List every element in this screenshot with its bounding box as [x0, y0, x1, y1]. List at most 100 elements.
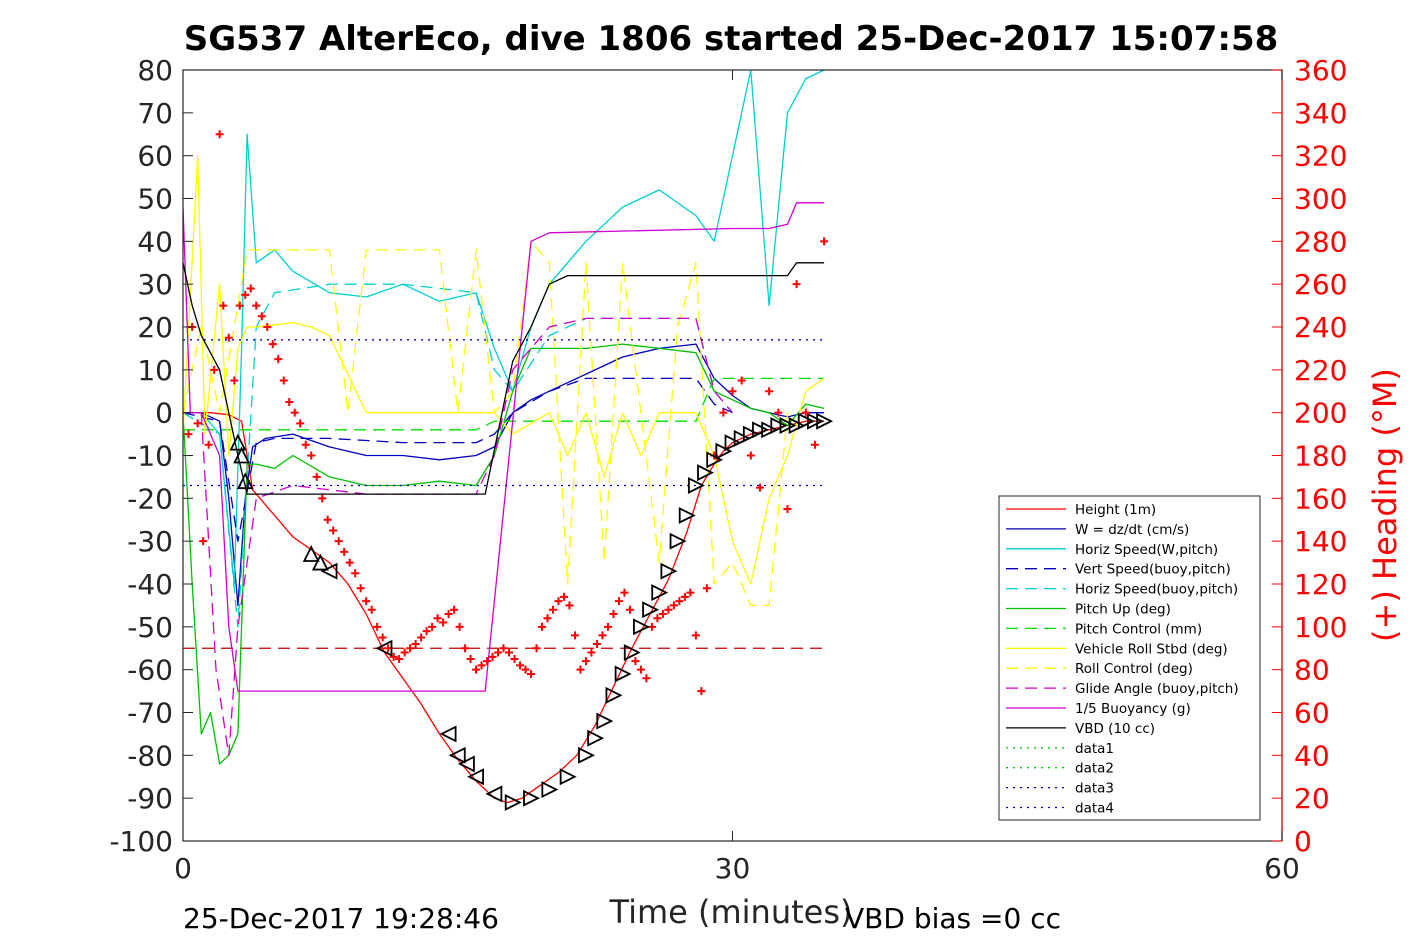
heading-point — [252, 301, 261, 310]
heading-point — [603, 622, 612, 631]
heading-point — [230, 376, 239, 385]
heading-point — [318, 494, 327, 503]
dive-marker — [504, 793, 522, 811]
heading-point — [406, 644, 415, 653]
heading-point — [433, 614, 442, 623]
dive-marker — [614, 665, 632, 683]
heading-point — [439, 618, 448, 627]
heading-point — [450, 605, 459, 614]
legend-label-7: Vehicle Roll Stbd (deg) — [1075, 641, 1228, 657]
heading-point — [395, 654, 404, 663]
heading-point — [219, 301, 228, 310]
heading-point — [417, 633, 426, 642]
heading-point — [532, 644, 541, 653]
legend-label-6: Pitch Control (mm) — [1075, 621, 1202, 637]
y-left-tick-label: 40 — [137, 225, 173, 258]
y-right-tick-label: 0 — [1294, 825, 1312, 858]
heading-point — [581, 657, 590, 666]
y-right-tick-label: 240 — [1294, 311, 1347, 344]
dive-marker — [523, 789, 541, 807]
heading-point — [307, 451, 316, 460]
series-line-10 — [183, 202, 825, 692]
heading-point — [466, 654, 475, 663]
series-line-7 — [183, 155, 825, 585]
heading-point — [559, 592, 568, 601]
series-layer — [183, 70, 834, 811]
heading-point — [609, 609, 618, 618]
y-right-tick-label: 200 — [1294, 397, 1347, 430]
dive-marker — [467, 768, 484, 786]
heading-point — [543, 614, 552, 623]
y-right-tick-label: 60 — [1294, 697, 1330, 730]
chart-title: SG537 AlterEco, dive 1806 started 25-Dec… — [184, 19, 1279, 59]
legend-label-1: W = dz/dt (cm/s) — [1075, 522, 1189, 538]
series-line-3 — [183, 377, 733, 542]
heading-point — [301, 440, 310, 449]
x-tick-label: 60 — [1264, 852, 1300, 885]
heading-point — [345, 558, 354, 567]
heading-point — [356, 584, 365, 593]
y-left-tick-label: 0 — [155, 397, 173, 430]
y-left-tick-label: -70 — [127, 697, 173, 730]
y-right-tick-label: 340 — [1294, 97, 1347, 130]
dive-marker — [311, 553, 329, 571]
heading-point — [538, 622, 547, 631]
heading-point — [235, 301, 244, 310]
heading-point — [499, 644, 508, 653]
dive-marker — [375, 639, 393, 657]
heading-point — [642, 674, 651, 683]
heading-point — [820, 237, 829, 246]
y-right-tick-label: 20 — [1294, 782, 1330, 815]
dive-marker — [715, 442, 733, 460]
y-left-tick-label: 20 — [137, 311, 173, 344]
footer-timestamp: 25-Dec-2017 19:28:46 — [183, 902, 499, 935]
heading-point — [675, 597, 684, 606]
legend-label-12: data1 — [1075, 741, 1114, 757]
y-left-tick-label: 60 — [137, 140, 173, 173]
heading-point — [620, 588, 629, 597]
heading-point — [215, 130, 224, 139]
heading-point — [691, 631, 700, 640]
y-right-tick-label: 220 — [1294, 354, 1347, 387]
heading-point — [527, 669, 536, 678]
heading-point — [257, 312, 266, 321]
heading-point — [548, 605, 557, 614]
series-line-11 — [183, 262, 825, 495]
heading-point — [653, 614, 662, 623]
heading-point — [389, 652, 398, 661]
dive-marker — [779, 417, 797, 434]
y-left-tick-label: -10 — [127, 440, 173, 473]
heading-point — [274, 355, 283, 364]
dive-marker — [302, 545, 320, 562]
heading-point — [373, 622, 382, 631]
dive-marker — [733, 429, 751, 447]
heading-point — [636, 665, 645, 674]
x-axis: 0 30 60 — [174, 70, 1300, 885]
x-axis-label: Time (minutes) — [609, 893, 853, 931]
dive-marker — [761, 421, 779, 439]
y-left-tick-label: -60 — [127, 654, 173, 687]
heading-point — [477, 661, 486, 670]
heading-point — [592, 639, 601, 648]
dive-marker — [742, 425, 760, 443]
heading-point — [565, 601, 574, 610]
heading-point — [204, 440, 213, 449]
heading-point — [686, 588, 695, 597]
legend-label-5: Pitch Up (deg) — [1075, 602, 1171, 618]
heading-point — [472, 665, 481, 674]
heading-point — [774, 408, 783, 417]
heading-point — [554, 597, 563, 606]
heading-point — [658, 609, 667, 618]
y-left-tick-label: 10 — [137, 354, 173, 387]
dive-marker — [233, 446, 251, 464]
dive-marker — [578, 746, 595, 764]
dive-marker — [320, 562, 338, 580]
heading-point — [428, 622, 437, 631]
y-right-tick-label: 180 — [1294, 440, 1347, 473]
heading-point — [598, 631, 607, 640]
dive-marker — [642, 601, 660, 619]
legend-box — [998, 495, 1261, 821]
heading-point — [444, 609, 453, 618]
heading-point — [367, 605, 376, 614]
